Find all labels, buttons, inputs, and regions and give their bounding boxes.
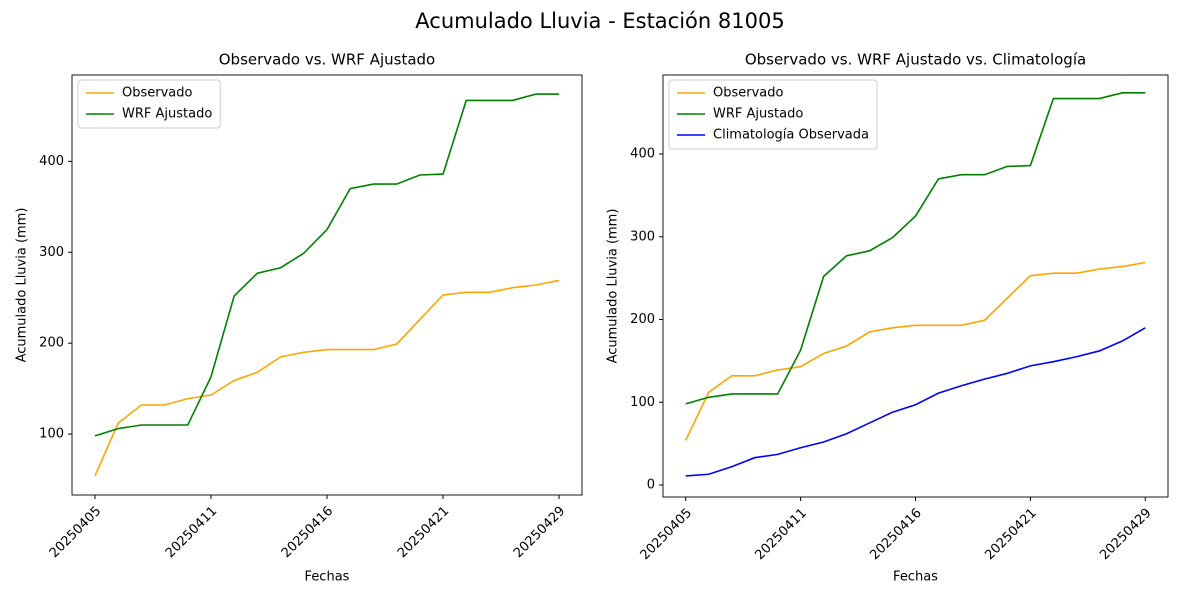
legend-label: Observado [713,86,784,101]
x-tick-label: 20250411 [163,504,220,561]
x-tick-label: 20250421 [395,504,452,561]
y-tick-label: 300 [39,245,64,260]
y-tick-label: 100 [39,427,64,442]
legend-box [668,79,878,150]
x-axis-label: Fechas [305,570,350,585]
legend-label: Observado [122,86,193,101]
x-tick-label: 20250411 [753,506,810,563]
series-line [94,93,560,437]
legend-label: WRF Ajustado [713,107,803,122]
y-tick-label: 200 [630,312,655,327]
legend: Observado WRF Ajustado Climatología Observ… [668,79,878,150]
legend: Observado WRF Ajustado [77,79,221,129]
legend-box [77,79,221,129]
axes-title: Observado vs. WRF Ajustado [219,51,435,69]
series-line [685,91,1146,405]
x-tick-label: 20250416 [279,504,336,561]
y-tick-label: 0 [647,478,655,493]
legend-label: WRF Ajustado [122,107,212,122]
y-tick-label: 100 [630,395,655,410]
y-tick-label: 400 [630,147,655,162]
y-axis-label: Acumulado Lluvia (mm) [606,209,621,364]
series-line [94,279,560,477]
series-line [685,261,1146,441]
x-tick-label: 20250405 [638,506,695,563]
y-axis-label: Acumulado Lluvia (mm) [15,208,30,363]
y-tick-label: 200 [39,336,64,351]
figure-title: Acumulado Lluvia - Estación 81005 [415,9,784,33]
axes-title: Observado vs. WRF Ajustado vs. Climatolo… [745,51,1086,69]
series-line [685,327,1146,477]
x-tick-label: 20250405 [47,504,104,561]
x-tick-label: 20250429 [1097,506,1154,563]
legend-label: Climatología Observada [713,128,869,143]
x-tick-label: 20250421 [982,506,1039,563]
axes-frame [71,74,583,496]
y-tick-label: 300 [630,229,655,244]
x-tick-label: 20250416 [867,506,924,563]
axes-frame [662,74,1169,498]
y-tick-label: 400 [39,154,64,169]
x-tick-label: 20250429 [511,504,568,561]
x-axis-label: Fechas [893,570,938,585]
